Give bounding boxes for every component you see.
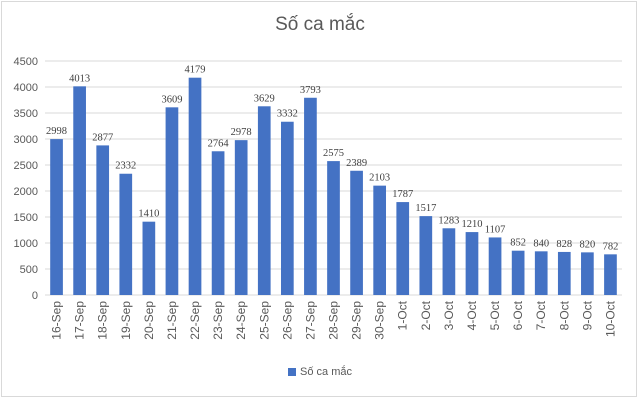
bar bbox=[350, 170, 363, 295]
x-tick-label: 28-Sep bbox=[327, 301, 341, 340]
y-tick-label: 3500 bbox=[14, 108, 38, 120]
data-label: 3793 bbox=[300, 85, 321, 96]
x-tick-label: 29-Sep bbox=[350, 301, 364, 340]
data-label: 1107 bbox=[485, 224, 506, 235]
bar bbox=[419, 216, 433, 295]
data-label: 820 bbox=[580, 239, 596, 250]
data-label: 3332 bbox=[277, 109, 298, 120]
data-label: 2764 bbox=[208, 138, 230, 149]
y-tick-label: 500 bbox=[20, 264, 38, 276]
bar bbox=[73, 86, 86, 295]
x-tick-label: 30-Sep bbox=[373, 301, 387, 340]
x-tick-label: 7-Oct bbox=[534, 300, 548, 330]
data-label: 2389 bbox=[346, 158, 367, 169]
bar bbox=[188, 77, 202, 295]
bar bbox=[280, 121, 294, 296]
data-label: 4179 bbox=[185, 65, 206, 76]
bar bbox=[327, 161, 340, 295]
y-tick-label: 4500 bbox=[14, 56, 38, 68]
x-tick-label: 4-Oct bbox=[465, 300, 479, 330]
y-tick-label: 4000 bbox=[14, 82, 38, 94]
data-label: 2103 bbox=[369, 173, 390, 184]
bar bbox=[465, 232, 479, 295]
x-tick-label: 2-Oct bbox=[419, 300, 433, 330]
bar bbox=[304, 97, 317, 295]
x-tick-label: 3-Oct bbox=[442, 300, 456, 330]
bar bbox=[119, 173, 133, 295]
x-tick-label: 8-Oct bbox=[557, 300, 571, 330]
data-label: 2575 bbox=[323, 148, 344, 159]
data-label: 1210 bbox=[461, 219, 482, 230]
data-label: 1517 bbox=[415, 203, 436, 214]
bar bbox=[373, 185, 387, 295]
x-tick-label: 22-Sep bbox=[188, 301, 202, 340]
data-label: 852 bbox=[510, 238, 526, 249]
bar bbox=[142, 221, 156, 295]
legend: Số ca mắc bbox=[0, 366, 640, 378]
bar bbox=[234, 140, 248, 295]
x-tick-label: 9-Oct bbox=[580, 300, 594, 330]
y-tick-label: 1000 bbox=[14, 238, 38, 250]
data-label: 3629 bbox=[254, 93, 275, 104]
y-tick-label: 2000 bbox=[14, 186, 38, 198]
bar bbox=[165, 107, 179, 295]
bar bbox=[581, 252, 594, 295]
x-tick-label: 25-Sep bbox=[257, 301, 271, 340]
x-tick-label: 18-Sep bbox=[96, 301, 110, 340]
y-tick-label: 1500 bbox=[14, 212, 38, 224]
data-label: 2877 bbox=[92, 132, 113, 143]
bar bbox=[604, 254, 617, 295]
data-label: 1283 bbox=[438, 215, 459, 226]
x-tick-label: 5-Oct bbox=[488, 300, 502, 330]
x-tick-label: 1-Oct bbox=[396, 300, 410, 330]
data-label: 828 bbox=[556, 239, 572, 250]
x-tick-label: 24-Sep bbox=[234, 301, 248, 340]
data-label: 1787 bbox=[392, 189, 413, 200]
y-tick-label: 3000 bbox=[14, 134, 38, 146]
y-tick-label: 2500 bbox=[14, 160, 38, 172]
data-label: 840 bbox=[533, 238, 549, 249]
bar bbox=[511, 250, 525, 295]
data-label: 782 bbox=[603, 241, 619, 252]
data-label: 3609 bbox=[161, 94, 182, 105]
bar bbox=[557, 251, 571, 295]
chart-title: Số ca mắc bbox=[275, 14, 365, 35]
bar bbox=[257, 106, 271, 296]
x-tick-label: 17-Sep bbox=[73, 301, 87, 340]
data-label: 1410 bbox=[138, 209, 159, 220]
x-tick-label: 27-Sep bbox=[303, 301, 317, 340]
data-label: 2332 bbox=[115, 161, 136, 172]
x-tick-label: 20-Sep bbox=[142, 301, 156, 340]
bar bbox=[442, 228, 456, 295]
y-tick-label: 0 bbox=[32, 290, 38, 302]
x-tick-label: 19-Sep bbox=[119, 301, 133, 340]
x-tick-label: 21-Sep bbox=[165, 301, 179, 340]
data-label: 4013 bbox=[69, 73, 90, 84]
bar bbox=[211, 151, 225, 295]
x-tick-label: 23-Sep bbox=[211, 301, 225, 340]
x-tick-label: 10-Oct bbox=[603, 300, 617, 337]
legend-swatch bbox=[288, 368, 297, 377]
bar bbox=[534, 251, 548, 295]
legend-label: Số ca mắc bbox=[300, 366, 352, 379]
bar bbox=[96, 145, 110, 295]
bar bbox=[396, 202, 410, 295]
bar bbox=[488, 237, 502, 295]
bar bbox=[50, 139, 63, 295]
data-label: 2998 bbox=[46, 126, 67, 137]
x-tick-label: 26-Sep bbox=[280, 301, 294, 340]
data-label: 2978 bbox=[231, 127, 252, 138]
x-tick-label: 6-Oct bbox=[511, 300, 525, 330]
x-tick-label: 16-Sep bbox=[50, 301, 64, 340]
